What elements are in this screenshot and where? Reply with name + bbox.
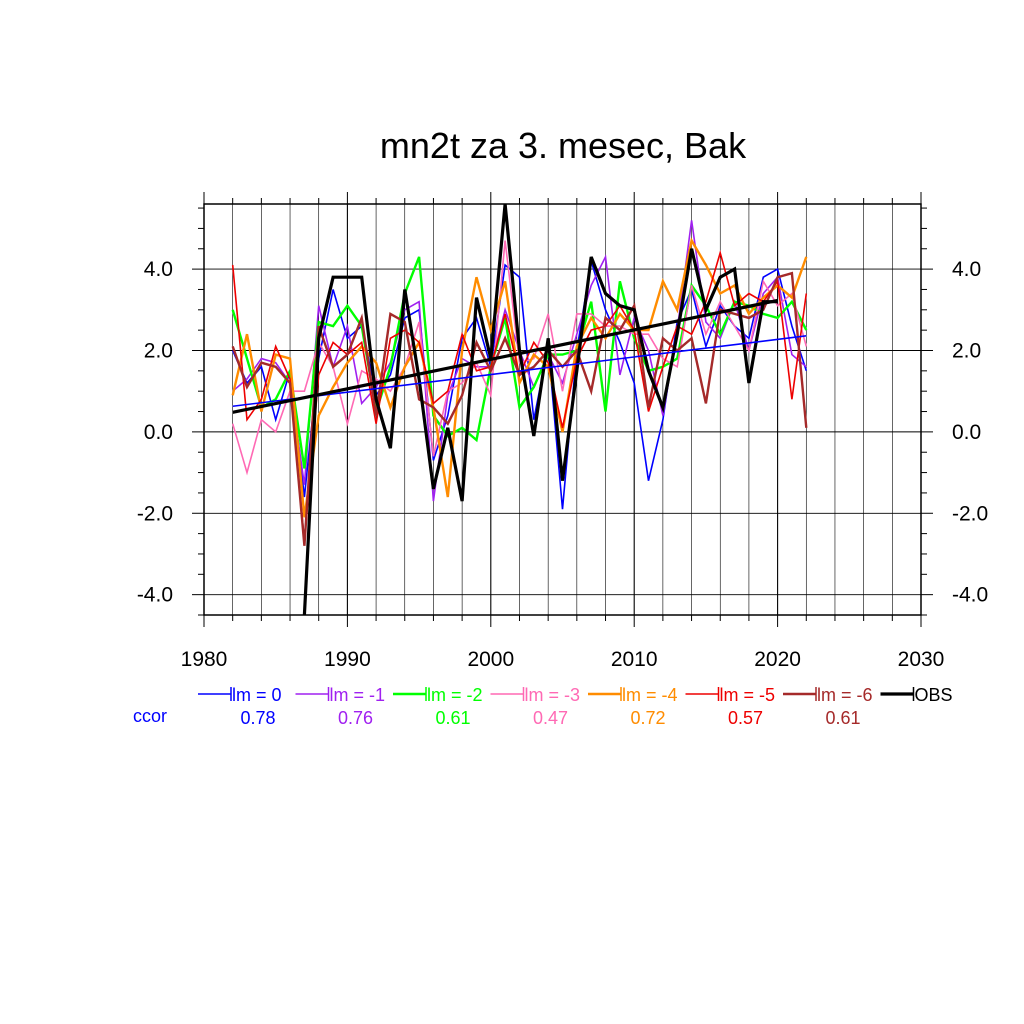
y-tick-label: 2.0 bbox=[144, 339, 173, 362]
x-tick-label: 2030 bbox=[898, 648, 945, 671]
series-line-lm-3 bbox=[231, 240, 808, 476]
legend-entry-label: lm = -5 bbox=[720, 685, 776, 705]
grid bbox=[204, 204, 921, 615]
plot-series bbox=[231, 203, 808, 616]
y-tick-label-right: 0.0 bbox=[952, 421, 981, 444]
ccor-value: 0.78 bbox=[240, 708, 275, 728]
y-tick-label-right: -4.0 bbox=[952, 584, 988, 607]
ccor-value: 0.47 bbox=[533, 708, 568, 728]
y-tick-label-right: 4.0 bbox=[952, 258, 981, 281]
legend-entry-label: lm = -3 bbox=[525, 685, 581, 705]
x-tick-label: 1990 bbox=[324, 648, 371, 671]
legend-entry-label: lm = -6 bbox=[817, 685, 873, 705]
legend-entry-label: lm = -4 bbox=[622, 685, 678, 705]
trend-line-obs-trend bbox=[232, 298, 778, 414]
series-line-lm-0 bbox=[231, 260, 808, 510]
x-tick-label: 1980 bbox=[181, 648, 228, 671]
ccor-value: 0.76 bbox=[338, 708, 373, 728]
trend-line-lm-0-trend bbox=[232, 335, 807, 408]
legend-entry-label: lm = -1 bbox=[330, 685, 386, 705]
series-line-obs bbox=[302, 203, 778, 616]
legend-entry-label: lm = -2 bbox=[427, 685, 483, 705]
y-tick-label: -2.0 bbox=[137, 502, 173, 525]
legend-entry-label: lm = 0 bbox=[232, 685, 282, 705]
series-line-lm-6 bbox=[231, 271, 808, 546]
ccor-value: 0.61 bbox=[825, 708, 860, 728]
legend-entry-label: OBS bbox=[915, 685, 953, 705]
x-tick-label: 2020 bbox=[754, 648, 801, 671]
ccor-value: 0.61 bbox=[435, 708, 470, 728]
series-line-lm-4 bbox=[231, 237, 808, 518]
y-tick-label: 4.0 bbox=[144, 258, 173, 281]
y-tick-label-right: 2.0 bbox=[952, 339, 981, 362]
y-tick-label: 0.0 bbox=[144, 421, 173, 444]
legend: ccor lm = 0 0.78 lm = -1 0.76 lm = -2 0.61 lm =… bbox=[133, 685, 953, 728]
y-tick-label: -4.0 bbox=[137, 584, 173, 607]
chart-title: mn2t za 3. mesec, Bak bbox=[380, 125, 747, 166]
x-tick-label: 2010 bbox=[611, 648, 658, 671]
y-tick-label-right: -2.0 bbox=[952, 502, 988, 525]
x-tick-label: 2000 bbox=[467, 648, 514, 671]
plot-frame bbox=[203, 203, 922, 616]
ccor-value: 0.57 bbox=[728, 708, 763, 728]
ccor-value: 0.72 bbox=[630, 708, 665, 728]
axes: 1980 1990 2000 2010 2020 2030 -4.0 -4.0 -2.0 -2.0… bbox=[137, 192, 988, 671]
ccor-label: ccor bbox=[133, 706, 167, 726]
